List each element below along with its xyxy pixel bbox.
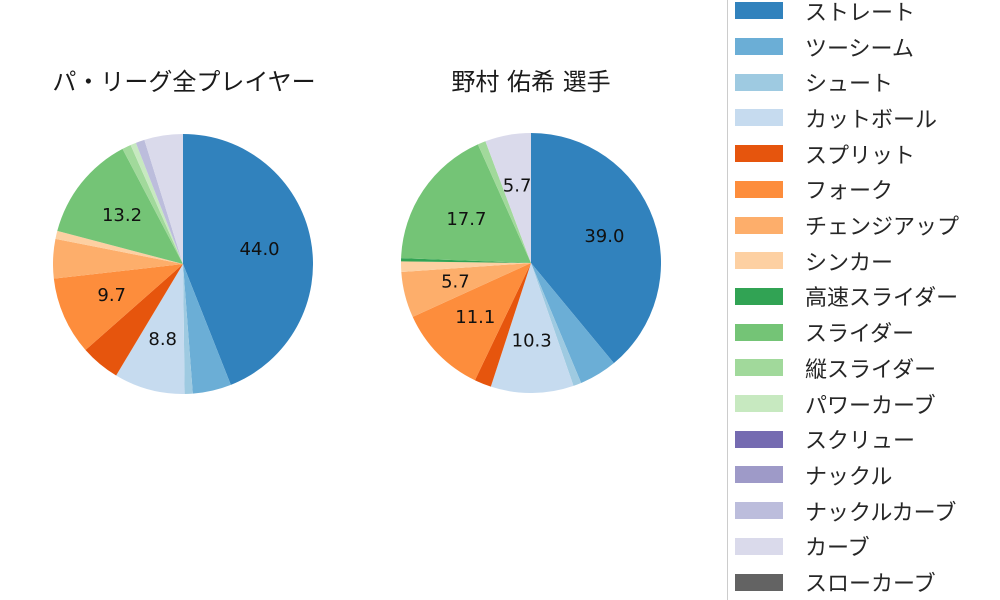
pie-chart-league-all-players: 44.0 8.8 9.7 13.2 <box>53 134 313 394</box>
legend-item-label: ストレート <box>805 0 916 26</box>
pie-slice-label-fork: 11.1 <box>455 307 495 328</box>
legend-item-fork: フォーク <box>728 172 1000 208</box>
pie-slice-changeup <box>401 263 531 317</box>
legend: ストレートツーシームシュートカットボール スプリットフォークチェンジアップ シンカー… <box>727 0 1000 600</box>
legend-swatch-vertical-slider <box>735 359 783 377</box>
legend-item-label: スプリット <box>805 143 916 169</box>
pie-slice-fork <box>412 263 531 381</box>
pie-slice-power-curve <box>130 142 183 264</box>
legend-item-curve: カーブ <box>728 529 1000 565</box>
pie-slice-curve <box>144 134 183 264</box>
pie-slice-straight <box>183 134 313 385</box>
pie-slice-shoot <box>183 264 193 394</box>
pie-slice-label-slider: 17.7 <box>446 209 486 230</box>
pie-slice-cut-ball <box>490 263 574 393</box>
pie-slice-shoot <box>531 263 582 386</box>
pie-slice-label-fork: 9.7 <box>97 285 126 306</box>
legend-item-label: スクリュー <box>805 429 916 455</box>
legend-item-label: カーブ <box>805 536 870 562</box>
legend-swatch-screw <box>735 430 783 448</box>
pie-slice-knuckle-curve <box>135 139 183 264</box>
pie-slice-label-straight: 39.0 <box>584 226 624 247</box>
pie-slice-split <box>85 264 183 376</box>
right-pie-title: 野村 佑希 選手 <box>451 68 611 96</box>
legend-item-label: 縦スライダー <box>805 357 937 383</box>
legend-item-label: ナックル <box>805 464 893 490</box>
legend-swatch-curve <box>735 537 783 555</box>
legend-item-knuckle: ナックル <box>728 457 1000 493</box>
legend-item-fast-slider: 高速スライダー <box>728 279 1000 315</box>
legend-item-knuckle-curve: ナックルカーブ <box>728 493 1000 529</box>
pie-slice-changeup <box>53 238 184 279</box>
legend-item-shoot: シュート <box>728 64 1000 100</box>
legend-swatch-changeup <box>735 216 783 234</box>
legend-swatch-slow-curve <box>735 573 783 591</box>
legend-item-label: フォーク <box>805 179 894 205</box>
pie-slice-cut-ball <box>116 264 185 394</box>
legend-item-label: スライダー <box>805 322 915 348</box>
pie-slice-label-cut-ball: 8.8 <box>148 329 177 350</box>
legend-swatch-knuckle-curve <box>735 502 783 520</box>
pie-slice-label-changeup: 5.7 <box>441 272 470 293</box>
legend-swatch-two-seam <box>735 38 783 56</box>
legend-item-two-seam: ツーシーム <box>728 29 1000 65</box>
legend-swatch-straight <box>735 2 783 20</box>
legend-item-label: スローカーブ <box>805 572 936 598</box>
pie-slice-fast-slider <box>401 258 531 263</box>
legend-item-label: シュート <box>805 72 894 98</box>
legend-item-label: パワーカーブ <box>805 393 936 419</box>
legend-swatch-fast-slider <box>735 287 783 305</box>
legend-item-slider: スライダー <box>728 314 1000 350</box>
legend-item-screw: スクリュー <box>728 421 1000 457</box>
legend-item-cut-ball: カットボール <box>728 100 1000 136</box>
legend-item-label: チェンジアップ <box>805 215 960 241</box>
legend-swatch-sinker <box>735 252 783 270</box>
legend-item-sinker: シンカー <box>728 243 1000 279</box>
pie-slice-curve <box>485 133 531 263</box>
legend-item-label: シンカー <box>805 250 894 276</box>
pie-slice-sinker <box>401 261 531 272</box>
legend-swatch-split <box>735 145 783 163</box>
legend-item-label: ナックルカーブ <box>805 500 957 526</box>
legend-item-slow-curve: スローカーブ <box>728 564 1000 600</box>
legend-swatch-knuckle <box>735 466 783 484</box>
legend-swatch-fork <box>735 180 783 198</box>
legend-item-label: 高速スライダー <box>805 286 959 312</box>
legend-items: ストレートツーシームシュートカットボール スプリットフォークチェンジアップ シンカー… <box>728 0 1000 600</box>
legend-item-power-curve: パワーカーブ <box>728 386 1000 422</box>
pie-slice-slider <box>401 144 531 263</box>
pie-slice-fork <box>53 264 183 350</box>
left-pie-title: パ・リーグ全プレイヤー <box>52 68 316 96</box>
pie-slice-vertical-slider <box>477 141 531 263</box>
legend-item-vertical-slider: 縦スライダー <box>728 350 1000 386</box>
pie-slice-slider <box>57 148 183 264</box>
pie-slice-label-curve: 5.7 <box>503 176 532 197</box>
pie-slice-label-straight: 44.0 <box>240 239 280 260</box>
pie-slice-label-cut-ball: 10.3 <box>512 331 552 352</box>
legend-item-label: カットボール <box>805 107 938 133</box>
pie-slice-split <box>474 263 531 387</box>
legend-item-straight: ストレート <box>728 0 1000 29</box>
pie-slice-two-seam <box>183 264 231 394</box>
legend-swatch-cut-ball <box>735 109 783 127</box>
legend-swatch-shoot <box>735 73 783 91</box>
legend-item-changeup: チェンジアップ <box>728 207 1000 243</box>
pie-slice-label-slider: 13.2 <box>102 205 142 226</box>
pie-slice-two-seam <box>531 263 614 383</box>
pie-slice-vertical-slider <box>122 145 183 264</box>
pie-slice-sinker <box>55 230 183 264</box>
legend-swatch-power-curve <box>735 395 783 413</box>
pie-slice-straight <box>531 133 661 364</box>
legend-swatch-slider <box>735 323 783 341</box>
legend-item-split: スプリット <box>728 136 1000 172</box>
legend-item-label: ツーシーム <box>805 36 914 62</box>
pie-chart-player: 39.0 10.3 11.1 5.7 17.7 5.7 <box>401 133 661 393</box>
